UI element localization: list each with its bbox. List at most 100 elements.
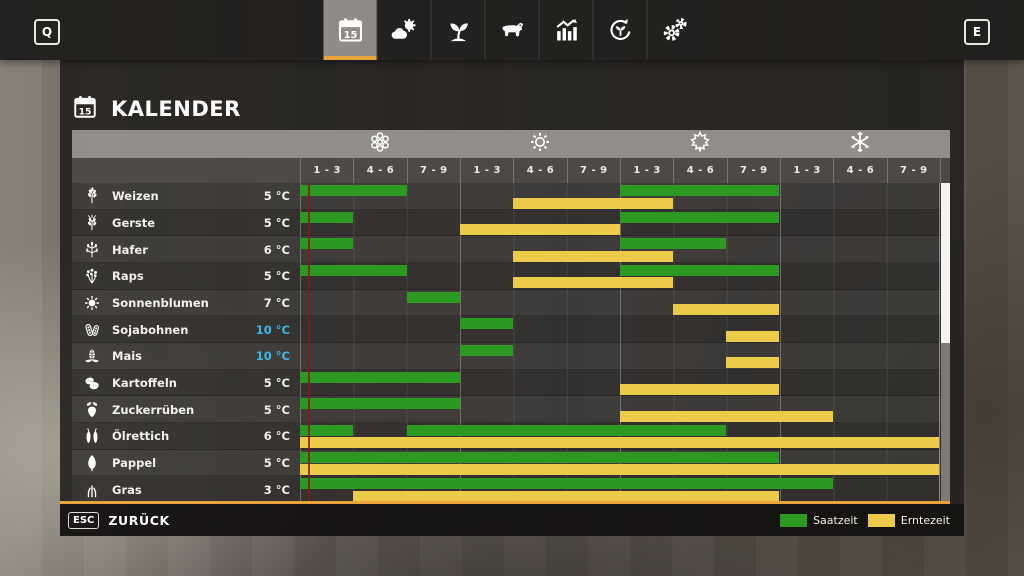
harvest-bar	[459, 224, 620, 236]
crop-row[interactable]: Ölrettich 6 °C	[72, 422, 950, 450]
legend-swatch	[867, 513, 895, 527]
harvest-bar	[619, 410, 833, 422]
period-label: 7 - 9	[886, 158, 940, 183]
crop-name: Raps	[112, 269, 144, 284]
crop-label: Hafer 6 °C	[72, 236, 300, 263]
poplar-icon	[81, 454, 103, 472]
crop-row[interactable]: Zuckerrüben 5 °C	[72, 396, 950, 423]
top-menu-bar: Q 15 E	[0, 0, 1024, 60]
sowing-bar	[300, 211, 354, 223]
sowing-bar	[619, 264, 780, 276]
animals-icon	[502, 22, 523, 37]
crop-row[interactable]: Kartoffeln 5 °C	[72, 369, 950, 397]
tab-settings[interactable]	[646, 0, 701, 60]
legend-swatch	[780, 513, 808, 527]
prev-tab-key-hint[interactable]: Q	[34, 19, 60, 45]
weather-icon	[391, 18, 416, 39]
radish-icon	[81, 427, 103, 445]
crop-row[interactable]: Raps 5 °C	[72, 262, 950, 290]
crop-name: Ölrettich	[112, 429, 170, 444]
season-spring	[300, 130, 460, 158]
crop-row[interactable]: Hafer 6 °C	[72, 236, 950, 263]
next-tab-key-hint[interactable]: E	[964, 19, 990, 45]
scrollbar-thumb[interactable]	[941, 183, 950, 343]
crop-label: Sonnenblumen 7 °C	[72, 290, 300, 317]
crop-label: Pappel 5 °C	[72, 450, 300, 477]
oat-icon	[81, 241, 103, 259]
period-label: 1 - 3	[779, 158, 833, 183]
crop-timeline	[300, 449, 940, 477]
sowing-bar	[300, 371, 460, 383]
crop-row[interactable]: Gras 3 °C	[72, 476, 950, 503]
crop-row[interactable]: Weizen 5 °C	[72, 183, 950, 210]
esc-key-hint[interactable]: ESC	[68, 511, 100, 529]
crop-calendar-rows: Weizen 5 °C Gerste 5 °C Hafer 6 °C Raps 5 °C Son…	[72, 183, 950, 503]
period-label: 1 - 3	[300, 158, 353, 183]
crop-label: Kartoffeln 5 °C	[72, 370, 300, 397]
crop-label: Sojabohnen 10 °C	[72, 316, 300, 343]
crop-timeline	[300, 342, 940, 370]
current-day-marker	[308, 183, 310, 503]
period-label: 4 - 6	[513, 158, 566, 183]
period-label: 4 - 6	[673, 158, 726, 183]
sowing-bar	[406, 424, 726, 436]
settings-icon	[663, 17, 687, 41]
harvest-bar	[672, 304, 780, 316]
sowing-bar	[619, 185, 780, 196]
sowing-bar	[459, 318, 513, 330]
crop-row[interactable]: Sonnenblumen 7 °C	[72, 289, 950, 317]
autumn-leaf-icon	[688, 130, 712, 158]
crop-timeline	[300, 369, 940, 397]
legend-item: Erntezeit	[867, 513, 950, 527]
legend-label: Erntezeit	[900, 513, 950, 527]
crop-label: Gras 3 °C	[72, 476, 300, 503]
season-summer	[460, 130, 620, 158]
tab-weather[interactable]	[376, 0, 431, 60]
season-winter	[780, 130, 940, 158]
crop-name: Mais	[112, 349, 142, 364]
tab-statistics[interactable]	[538, 0, 593, 60]
crop-timeline	[300, 183, 940, 210]
svg-text:15: 15	[343, 30, 357, 41]
crop-row[interactable]: Pappel 5 °C	[72, 449, 950, 477]
crop-name: Gras	[112, 482, 142, 497]
accent-divider	[60, 501, 950, 504]
crop-row[interactable]: Gerste 5 °C	[72, 209, 950, 237]
crop-row[interactable]: Mais 10 °C	[72, 342, 950, 370]
crop-germination-temp: 3 °C	[263, 482, 290, 497]
spring-flower-icon	[368, 130, 392, 158]
harvest-bar	[513, 277, 673, 289]
crop-germination-temp: 5 °C	[263, 189, 290, 204]
sowing-bar	[459, 344, 513, 356]
harvest-bar	[513, 250, 673, 262]
tab-crops[interactable]	[430, 0, 485, 60]
crop-label: Zuckerrüben 5 °C	[72, 396, 300, 423]
soybean-icon	[81, 321, 103, 339]
crop-timeline	[300, 236, 940, 263]
corn-icon	[81, 347, 103, 365]
crop-name: Weizen	[112, 189, 159, 204]
calendar-icon: 15	[72, 94, 98, 124]
legend-item: Saatzeit	[780, 513, 858, 527]
crop-timeline	[300, 476, 940, 503]
crop-timeline	[300, 289, 940, 317]
tab-calendar[interactable]: 15	[323, 0, 377, 60]
barley-icon	[81, 214, 103, 232]
crop-row[interactable]: Sojabohnen 10 °C	[72, 316, 950, 343]
period-label: 4 - 6	[833, 158, 886, 183]
potato-icon	[81, 374, 103, 392]
crop-name: Kartoffeln	[112, 375, 177, 390]
period-label: 4 - 6	[353, 158, 406, 183]
period-label: 7 - 9	[406, 158, 460, 183]
crop-germination-temp: 10 °C	[255, 322, 290, 337]
sowing-bar	[406, 291, 460, 303]
period-label: 1 - 3	[619, 158, 673, 183]
tab-production-cycle[interactable]	[592, 0, 647, 60]
tab-animals[interactable]	[484, 0, 539, 60]
back-button-label[interactable]: ZURÜCK	[108, 512, 170, 528]
menu-tabs: 15	[323, 0, 701, 60]
scrollbar-track[interactable]	[941, 183, 950, 503]
legend-label: Saatzeit	[813, 513, 858, 527]
